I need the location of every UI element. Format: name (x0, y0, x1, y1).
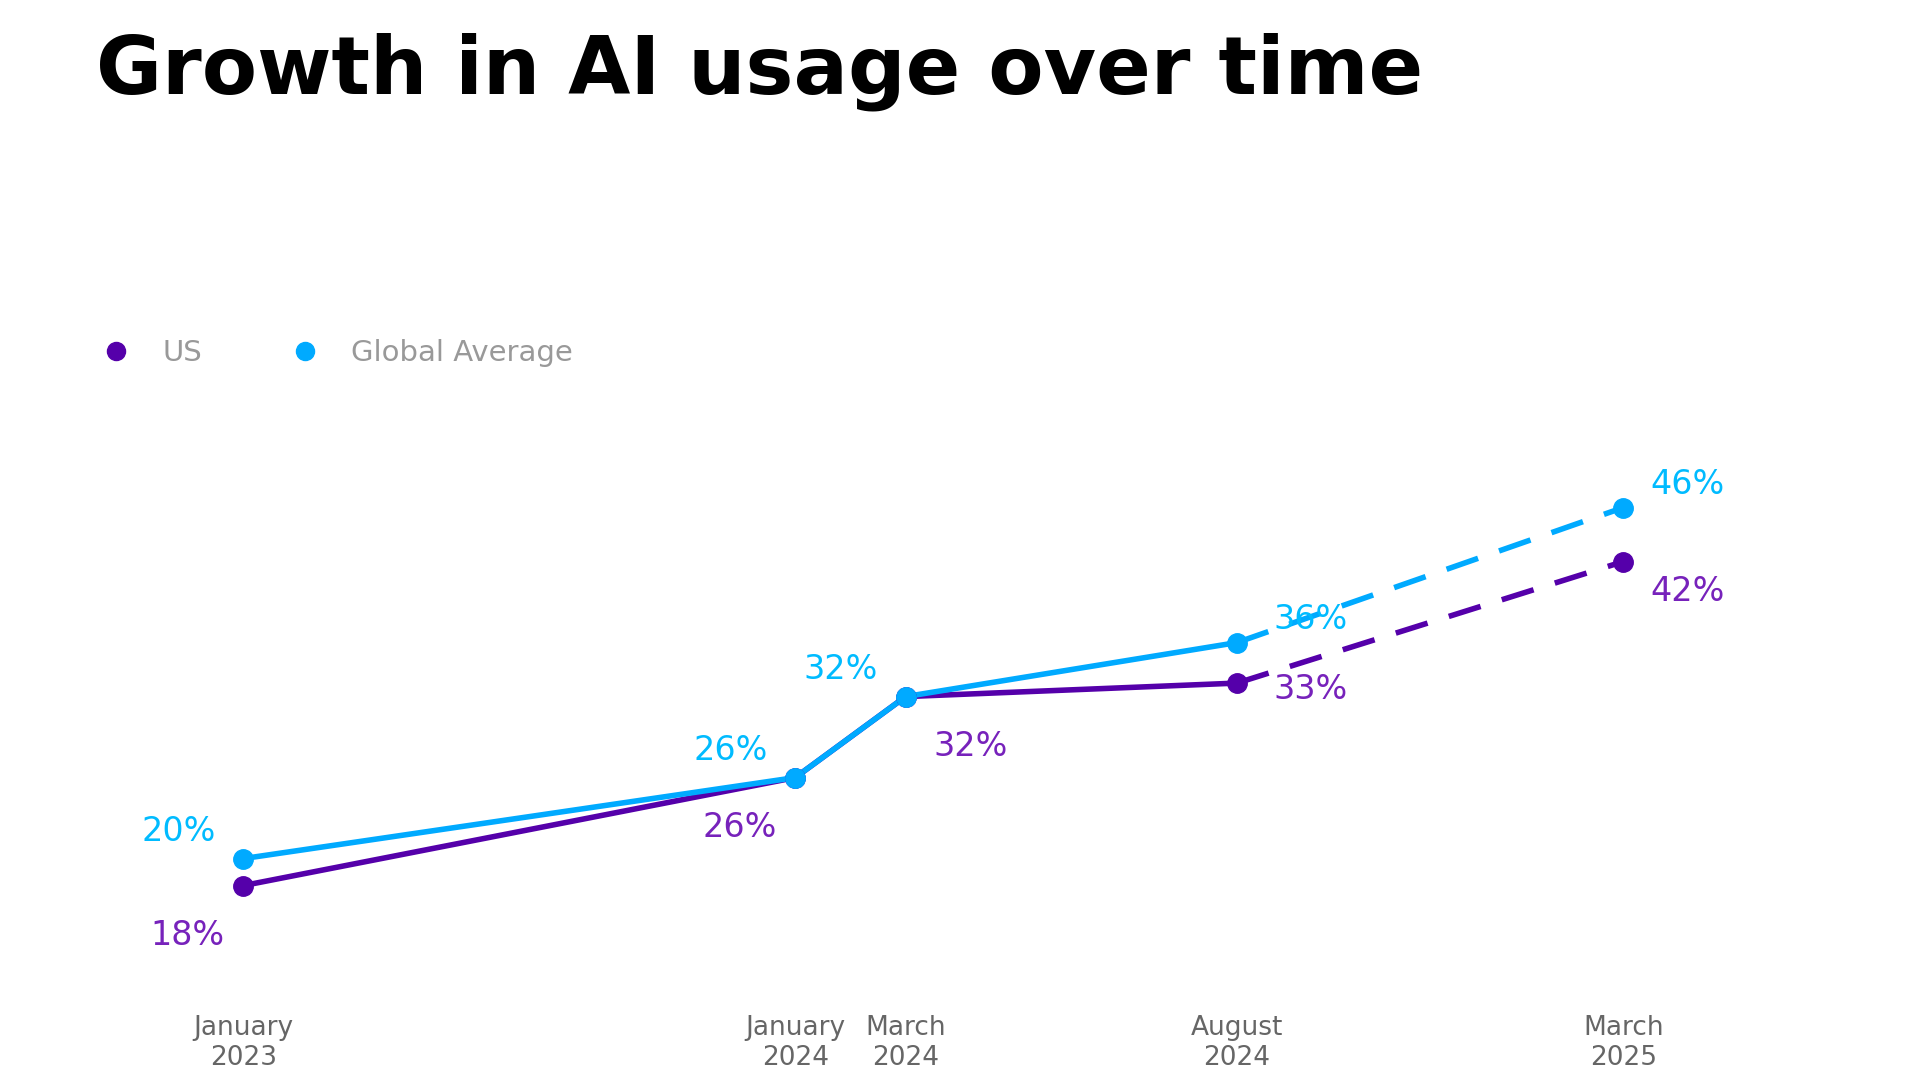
Text: 32%: 32% (804, 652, 877, 686)
Legend: US, Global Average: US, Global Average (75, 328, 586, 379)
Text: 26%: 26% (703, 811, 778, 845)
Text: 42%: 42% (1651, 575, 1726, 608)
Text: 32%: 32% (933, 730, 1008, 764)
Text: Growth in AI usage over time: Growth in AI usage over time (96, 32, 1423, 111)
Text: 20%: 20% (142, 814, 215, 848)
Text: 46%: 46% (1651, 468, 1724, 501)
Text: 33%: 33% (1273, 673, 1348, 706)
Text: 26%: 26% (693, 733, 768, 767)
Text: 36%: 36% (1273, 603, 1348, 636)
Text: 18%: 18% (150, 919, 225, 953)
